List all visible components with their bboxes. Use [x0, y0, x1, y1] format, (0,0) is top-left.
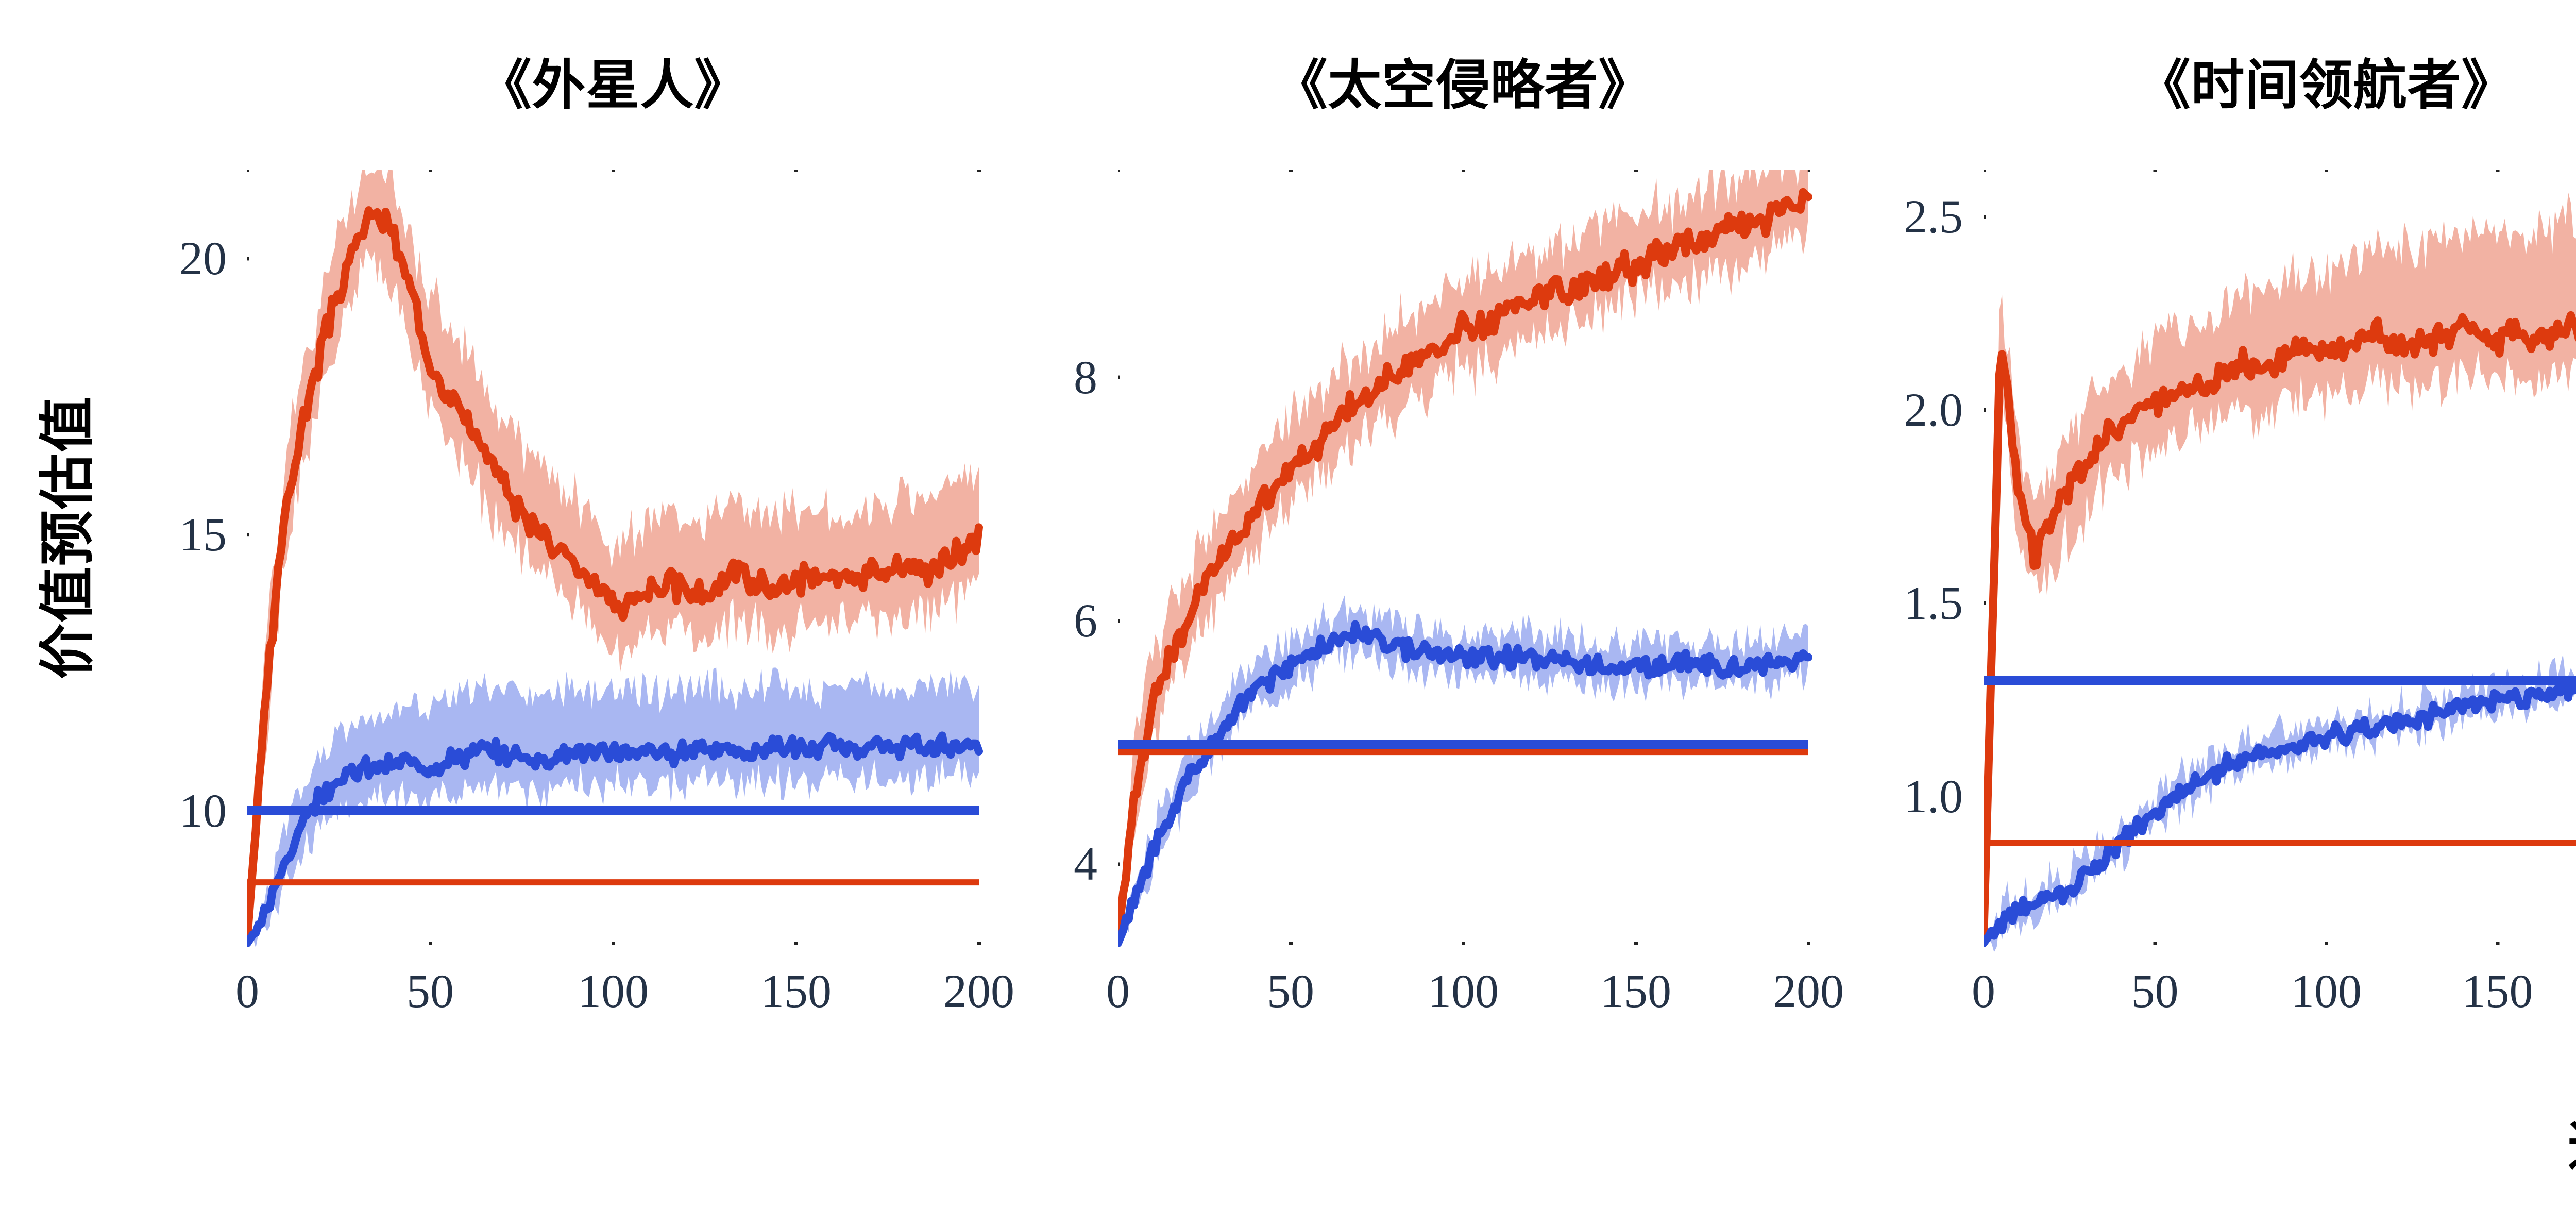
x-tick-mark [1634, 170, 1638, 172]
x-tick-mark [1984, 170, 1986, 172]
x-tick-mark [2325, 942, 2328, 945]
chart-panel-1: 《外星人》 10 15 20 0 50 100 150 200 [179, 56, 1014, 1017]
series-line [1984, 311, 2576, 944]
x-tick-mark [1807, 942, 1810, 945]
x-tick-mark [2496, 170, 2500, 172]
confidence-band [1984, 654, 2576, 952]
x-tick-mark [429, 942, 432, 945]
x-tick-mark [612, 942, 615, 945]
y-tick-mark [1118, 619, 1120, 623]
series-line [1984, 677, 2576, 947]
x-tick-mark [1118, 170, 1120, 172]
y-tick-mark [247, 533, 249, 537]
x-tick-mark [977, 170, 981, 172]
x-tick-label: 150 [1600, 965, 1671, 1017]
panel-title: 《外星人》 [478, 56, 749, 115]
panel-title: 《时间领航者》 [2137, 56, 2516, 115]
y-tick-mark [1984, 601, 1986, 605]
y-tick-mark [247, 257, 249, 261]
confidence-band [1118, 595, 1808, 943]
y-tick-label: 1.5 [1904, 577, 1963, 629]
x-tick-label: 100 [1428, 965, 1499, 1017]
y-tick-mark [1984, 215, 1986, 219]
x-tick-mark [977, 942, 981, 945]
x-tick-mark [247, 170, 249, 172]
chart-panel-2: 《太空侵略者》 4 6 8 0 50 100 150 200 [1074, 56, 1844, 1017]
y-tick-label: 10 [179, 784, 227, 837]
x-tick-label: 50 [406, 965, 454, 1017]
x-tick-mark [1289, 170, 1293, 172]
panel-title: 《太空侵略者》 [1274, 56, 1653, 115]
x-tick-label: 50 [2131, 965, 2179, 1017]
y-tick-label: 2.5 [1904, 190, 1963, 243]
y-tick-label: 2.0 [1904, 383, 1963, 436]
y-tick-label: 8 [1074, 350, 1097, 404]
x-tick-label: 100 [578, 965, 649, 1017]
y-tick-mark [1984, 408, 1986, 412]
x-tick-mark [2153, 942, 2157, 945]
y-tick-mark [1118, 862, 1120, 866]
x-tick-label: 100 [2291, 965, 2362, 1017]
y-tick-mark [1118, 375, 1120, 379]
y-tick-label: 4 [1074, 837, 1097, 891]
x-tick-label: 200 [1773, 965, 1844, 1017]
x-tick-mark [2325, 170, 2328, 172]
x-tick-mark [1807, 170, 1810, 172]
x-tick-label: 150 [760, 965, 832, 1017]
x-tick-mark [794, 942, 798, 945]
confidence-band [247, 170, 979, 938]
x-tick-label: 0 [1106, 965, 1130, 1017]
x-tick-mark [612, 170, 615, 172]
x-tick-mark [429, 170, 432, 172]
series-line [247, 206, 983, 942]
x-tick-label: 200 [943, 965, 1014, 1017]
x-tick-mark [1462, 170, 1465, 172]
chart-panel-3: 《时间领航者》1.01.52.02.5050100150200 [1904, 56, 2576, 1017]
y-tick-label: 6 [1074, 594, 1097, 647]
series-line [1118, 188, 1812, 942]
x-tick-mark [1634, 942, 1638, 945]
x-tick-mark [794, 170, 798, 172]
x-tick-mark [2153, 170, 2157, 172]
x-tick-mark [1462, 942, 1465, 945]
y-tick-label: 15 [179, 508, 227, 561]
x-tick-mark [2496, 942, 2500, 945]
plot-area [247, 170, 983, 948]
plot-area [1118, 170, 1812, 947]
x-tick-mark [1289, 942, 1293, 945]
x-tick-label: 150 [2462, 965, 2533, 1017]
series-line [247, 731, 983, 947]
x-axis-label: 迭代轮次（百万） [2318, 1103, 2576, 1181]
y-tick-label: 20 [179, 232, 227, 285]
confidence-band [1984, 192, 2576, 939]
y-tick-label: 1.0 [1904, 770, 1963, 823]
series-line [1118, 620, 1812, 947]
x-tick-label: 50 [1267, 965, 1314, 1017]
plot-area [1984, 170, 2576, 952]
x-tick-label: 0 [235, 965, 259, 1017]
x-tick-label: 0 [1972, 965, 1995, 1017]
